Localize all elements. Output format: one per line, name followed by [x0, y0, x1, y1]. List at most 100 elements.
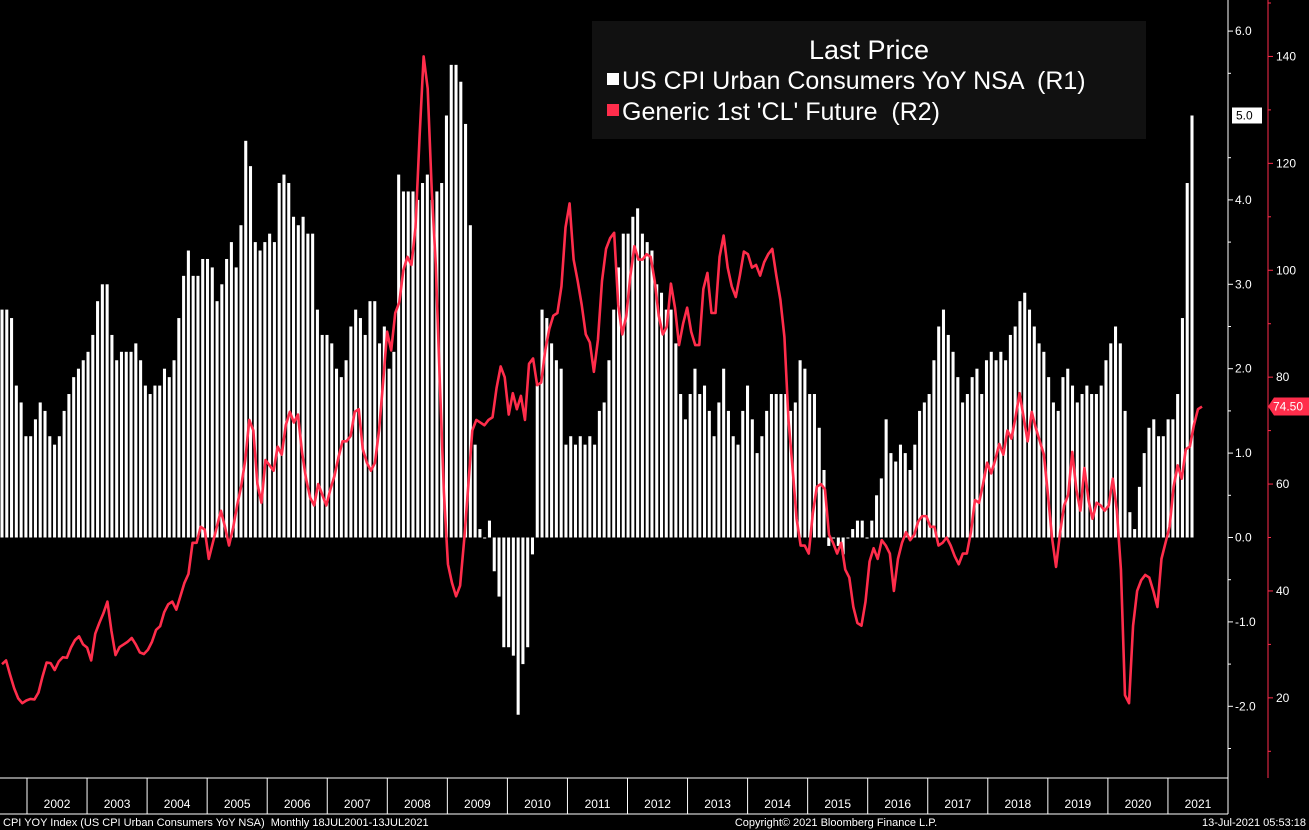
cpi-bar	[808, 394, 812, 538]
r1-tick-label: 1.0	[1235, 446, 1252, 460]
cpi-bar	[387, 368, 391, 538]
r1-axis-ticks: 6.0 4.0 3.0 2.0 1.0 0.0 -1.0 -2.0	[1228, 24, 1256, 749]
cpi-bar	[435, 191, 439, 538]
cpi-bar	[421, 183, 425, 538]
x-year-label: 2013	[704, 797, 731, 811]
cpi-bar	[1171, 419, 1175, 538]
cpi-bar	[57, 436, 61, 538]
r2-last-value-label: 74.50	[1273, 400, 1303, 414]
cpi-bar	[616, 267, 621, 538]
cpi-bar	[430, 199, 434, 538]
cpi-bar	[392, 351, 396, 538]
cpi-bar	[296, 225, 300, 538]
cpi-bar	[779, 394, 783, 538]
x-year-label: 2016	[884, 797, 911, 811]
x-year-label: 2018	[1004, 797, 1031, 811]
cpi-bar	[311, 233, 315, 538]
oil-line-layer	[1, 55, 1203, 705]
r2-last-value-box	[1268, 397, 1309, 416]
cpi-bar	[205, 258, 210, 538]
cpi-bar	[1032, 326, 1036, 538]
cpi-bar	[335, 368, 339, 538]
cpi-bar	[14, 385, 18, 538]
x-year-label: 2010	[524, 797, 551, 811]
cpi-bar	[726, 410, 730, 538]
cpi-bar	[48, 436, 52, 538]
cpi-bar	[621, 233, 625, 538]
cpi-bar	[301, 216, 305, 538]
cpi-bar	[100, 284, 104, 538]
cpi-bar	[855, 520, 859, 538]
cpi-bar	[1133, 529, 1137, 538]
cpi-bar	[483, 537, 487, 539]
x-year-label: 2005	[224, 797, 251, 811]
cpi-bar	[24, 436, 28, 538]
cpi-bar	[244, 140, 248, 538]
cpi-bar	[650, 250, 654, 538]
cpi-bar	[502, 537, 506, 648]
cpi-bar	[803, 368, 807, 538]
cpi-bar	[894, 461, 898, 538]
cpi-bar	[679, 394, 683, 538]
cpi-bar	[707, 410, 711, 538]
cpi-bar	[1161, 436, 1165, 538]
legend-label-cpi: US CPI Urban Consumers YoY NSA (R1)	[622, 67, 1086, 95]
r2-tick-label: 100	[1276, 263, 1296, 277]
cpi-bar	[96, 301, 100, 538]
cpi-bar	[569, 436, 573, 538]
x-year-label: 2019	[1065, 797, 1092, 811]
cpi-bar	[464, 123, 468, 538]
cpi-bar	[1090, 394, 1094, 538]
cpi-bar	[841, 537, 845, 555]
cpi-bar	[158, 385, 162, 538]
cpi-bar	[1147, 427, 1151, 538]
cpi-bar	[373, 301, 377, 538]
cpi-bar	[1042, 351, 1046, 538]
cpi-bar	[703, 385, 707, 538]
cpi-bar	[913, 444, 917, 538]
cpi-bar	[239, 225, 243, 538]
cpi-bar	[0, 309, 4, 538]
cpi-bar	[540, 309, 544, 538]
x-year-label: 2002	[44, 797, 71, 811]
cpi-bar	[746, 385, 750, 538]
x-year-label: 2014	[764, 797, 791, 811]
cpi-bar	[124, 351, 128, 538]
cpi-bar	[903, 453, 907, 538]
r2-tick-label: 140	[1276, 49, 1296, 63]
cpi-bar	[765, 410, 769, 538]
oil-series-line	[1, 55, 1203, 705]
cpi-bar	[253, 242, 257, 538]
cpi-bar	[162, 368, 167, 538]
r2-tick-label: 60	[1276, 477, 1290, 491]
cpi-bar	[1190, 115, 1194, 538]
cpi-bar	[593, 444, 597, 538]
cpi-bar	[182, 275, 186, 538]
cpi-bar	[492, 537, 496, 572]
cpi-bar	[67, 394, 71, 538]
cpi-bar	[1061, 377, 1065, 538]
cpi-bar	[119, 351, 124, 538]
cpi-bar	[263, 242, 267, 538]
cpi-bar	[908, 469, 912, 538]
cpi-bar	[1051, 402, 1055, 538]
cpi-bar	[860, 520, 864, 538]
cpi-bar	[148, 394, 152, 538]
cpi-bar	[277, 183, 281, 538]
cpi-bar	[292, 216, 296, 538]
cpi-bar	[306, 233, 310, 538]
r2-axis-ticks: 140 120 100 80 60 40 20	[1268, 2, 1296, 752]
cpi-bar	[473, 444, 477, 538]
cpi-bar	[922, 402, 926, 538]
cpi-bar	[1180, 318, 1184, 538]
legend: Last Price US CPI Urban Consumers YoY NS…	[592, 21, 1146, 139]
cpi-bar	[832, 537, 836, 539]
cpi-bar	[755, 453, 759, 538]
cpi-bar	[980, 394, 984, 538]
cpi-bar	[851, 529, 855, 538]
cpi-bar	[645, 242, 649, 538]
cpi-bar	[191, 275, 195, 538]
cpi-bar	[1166, 419, 1170, 538]
cpi-bar	[511, 537, 515, 656]
cpi-bar	[5, 309, 9, 538]
